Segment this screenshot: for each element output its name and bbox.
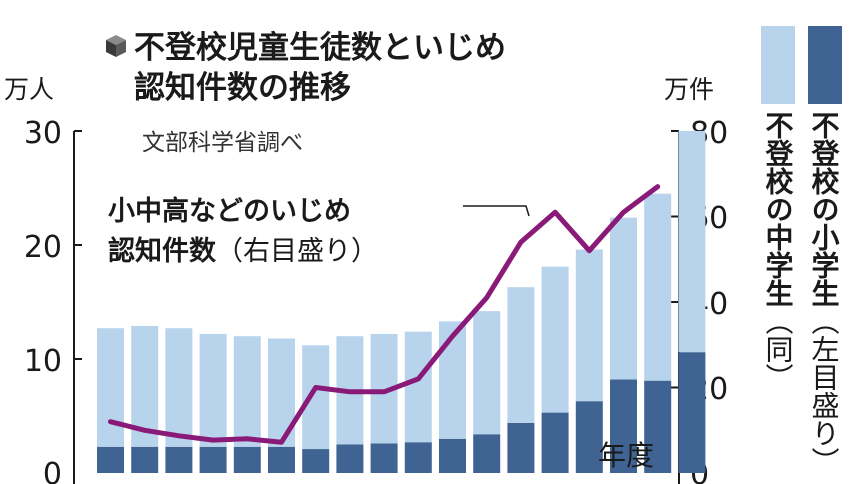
bar-junior-high <box>370 443 398 473</box>
source-note: 文部科学省調べ <box>142 130 303 156</box>
bar-junior-high <box>473 434 501 473</box>
annotation-line1: 小中高などのいじめ <box>108 195 351 227</box>
bar-junior-high <box>302 449 330 473</box>
bar-elementary <box>302 345 330 450</box>
bar-junior-high <box>97 446 124 473</box>
left-axis-unit: 万人 <box>4 75 54 104</box>
line-series-group <box>108 184 661 445</box>
bar-junior-high <box>199 446 227 473</box>
right-axis-unit: 万件 <box>664 75 714 104</box>
chart-title-line2: 認知件数の推移 <box>134 70 351 106</box>
bar-elementary <box>404 331 432 443</box>
bar-elementary <box>165 328 193 447</box>
left-tick-label: 20 <box>24 230 62 265</box>
legend-junior-main: 不登校の中学生 <box>762 111 795 307</box>
legend-elementary-paren: （左目盛り） <box>808 307 841 475</box>
bar-elementary <box>473 311 501 435</box>
left-tick-label: 10 <box>24 344 62 379</box>
legend-swatch-elementary <box>761 26 795 104</box>
bar-elementary <box>199 333 227 447</box>
right-axis-ticks: 80 60 40 20 0 <box>671 116 728 484</box>
bar-junior-high <box>575 401 603 473</box>
bar-junior-high <box>165 446 193 473</box>
bar-junior-high <box>644 380 672 473</box>
bar-junior-high <box>336 444 364 473</box>
bar-elementary <box>610 217 637 380</box>
x-axis-label: 年度 <box>598 439 654 472</box>
title-block: 不登校児童生徒数といじめ 認知件数の推移 文部科学省調べ <box>106 30 506 156</box>
legend-junior-paren: （同） <box>762 307 795 391</box>
bar-junior-high <box>439 438 466 473</box>
bar-junior-high <box>507 422 535 473</box>
bar-junior-high <box>678 352 706 473</box>
bar-elementary <box>575 249 603 402</box>
annotation-line2: 認知件数（右目盛り） <box>108 235 378 267</box>
bar-elementary <box>507 287 535 423</box>
annotation-paren: （右目盛り） <box>216 236 378 267</box>
left-tick-label: 30 <box>24 116 62 151</box>
bar-elementary <box>678 131 706 353</box>
bar-elementary <box>541 266 569 413</box>
bar-series-group <box>97 131 706 473</box>
legend-label-elementary: 不登校の小学生（左目盛り） <box>808 111 841 475</box>
annotation-leader-line <box>463 205 530 217</box>
line-annotation: 小中高などのいじめ 認知件数（右目盛り） <box>108 195 530 267</box>
legend-elementary-main: 不登校の小学生 <box>808 111 841 307</box>
bar-junior-high <box>541 412 569 473</box>
bar-elementary <box>233 336 261 447</box>
bar-junior-high <box>233 446 261 473</box>
bar-elementary <box>644 193 672 381</box>
annotation-main: 認知件数 <box>108 235 217 267</box>
bar-junior-high <box>404 442 432 473</box>
bullying-line <box>108 184 661 445</box>
left-axis-ticks: 30 20 10 0 <box>24 116 82 484</box>
legend-swatch-junior <box>808 26 842 104</box>
cube-icon <box>106 35 126 57</box>
bar-junior-high <box>131 446 159 473</box>
chart-title-line1: 不登校児童生徒数といじめ <box>134 30 506 66</box>
bar-junior-high <box>268 446 295 473</box>
left-tick-label: 0 <box>43 457 62 484</box>
bar-junior-high <box>610 379 637 473</box>
legend-label-junior: 不登校の中学生（同） <box>762 111 795 391</box>
bar-elementary <box>439 321 466 439</box>
bar-elementary <box>97 328 124 447</box>
legend: 不登校の小学生（左目盛り） 不登校の中学生（同） <box>761 26 842 475</box>
